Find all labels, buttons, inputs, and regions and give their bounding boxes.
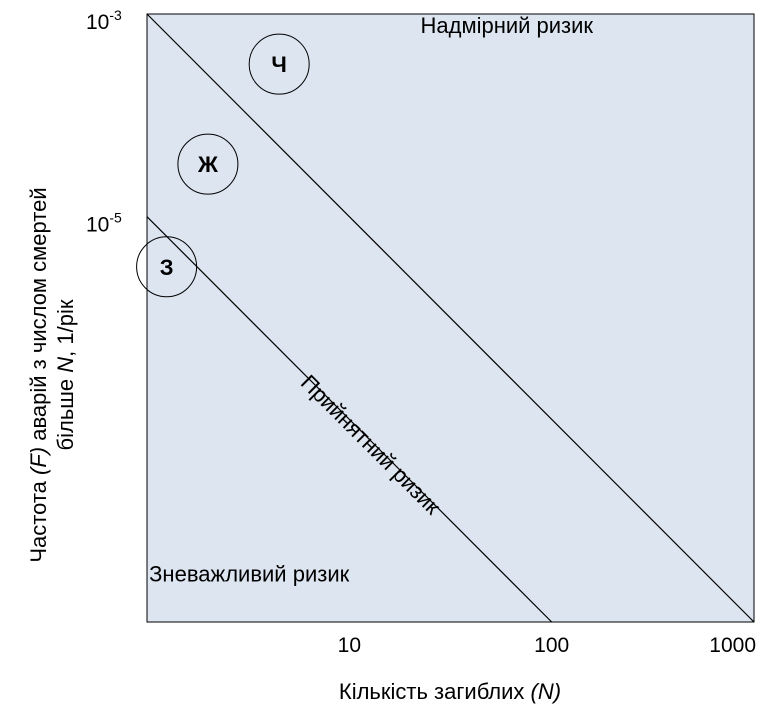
x-tick-label: 100 [534,634,569,657]
y-tick-label: 10-3 [86,7,122,34]
region-label: Надмірний ризик [420,13,593,38]
marker-circle [136,236,198,298]
y-axis-title-line-2: більше N, 1/рік [53,299,78,450]
marker-label: З [160,255,174,280]
marker-label: Ч [271,52,286,77]
y-tick-label: 10-5 [86,210,122,237]
x-tick-labels: 10 100 1000 [338,634,756,657]
boundary-line-2 [146,216,553,623]
x-axis-title: Кількість загиблих (N) [339,679,561,704]
series-lines [146,13,755,623]
y-axis-title: Частота (F) аварій з числом смертей біль… [26,187,78,562]
marker-circle [248,33,310,95]
marker-label: Ж [197,152,218,177]
marker-circle [177,133,239,195]
category-markers: Ч Ж З [136,33,310,298]
x-tick-label: 10 [338,634,361,657]
region-label: Зневажливий ризик [149,562,349,587]
y-tick-labels: 10-3 10-5 [86,7,122,237]
x-tick-label: 1000 [709,634,756,657]
y-axis-title-line-1: Частота (F) аварій з числом смертей [26,187,51,562]
boundary-line-1 [146,13,755,623]
